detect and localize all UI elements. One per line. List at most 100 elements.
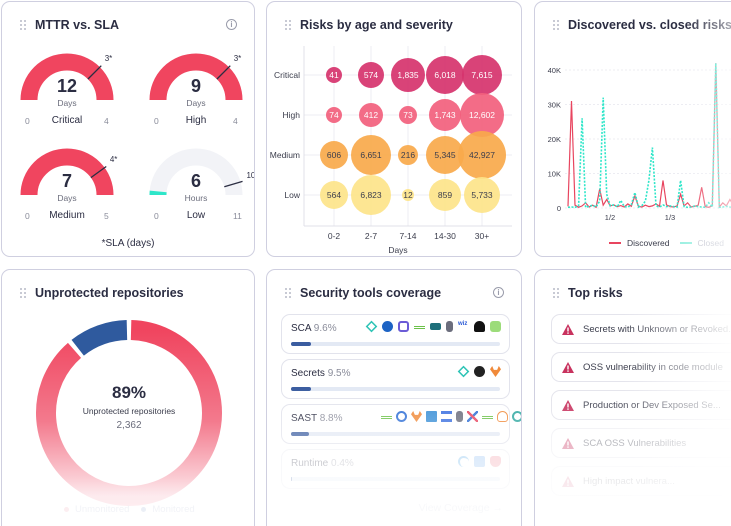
- duck-icon[interactable]: [474, 321, 485, 332]
- tool-row-runtime[interactable]: Runtime 0.4%: [281, 449, 510, 489]
- top-risk-label: Production or Dev Exposed Se...: [583, 399, 721, 411]
- gremlin-icon[interactable]: [446, 321, 453, 332]
- bubble-medium-7-14: [398, 145, 418, 165]
- square-logo-icon[interactable]: [426, 411, 437, 422]
- link-chain-icon[interactable]: [482, 415, 493, 421]
- top-risk-label: SCA OSS Vulnerabilities: [583, 437, 687, 449]
- sla-value: 4*: [109, 155, 118, 165]
- donut-chart: [36, 320, 222, 506]
- warning-triangle-icon: [562, 475, 574, 487]
- coverage-progress-bar: [291, 342, 500, 346]
- bubble-value-label: 216: [401, 150, 415, 160]
- oi-logo-icon[interactable]: [512, 411, 521, 422]
- x-tick-label: 1/3: [665, 213, 675, 222]
- risks-by-age-card: Risks by age and severity Critical High Me…: [266, 1, 522, 257]
- drag-handle-icon[interactable]: [553, 287, 560, 299]
- drag-handle-icon[interactable]: [553, 19, 560, 31]
- drag-handle-icon[interactable]: [20, 19, 27, 31]
- bubble-value-label: 412: [364, 110, 378, 120]
- bubble-medium-0-2: [320, 141, 348, 169]
- bubble-value-label: 574: [364, 70, 378, 80]
- card-title: Unprotected repositories: [20, 286, 184, 300]
- top-risk-item[interactable]: Production or Dev Exposed Se...: [551, 390, 731, 420]
- card-title: MTTR vs. SLA: [20, 18, 119, 32]
- bubble-critical-0-2: [326, 67, 342, 83]
- diamond-logo-icon[interactable]: [365, 320, 378, 333]
- info-icon[interactable]: i: [226, 19, 237, 30]
- mttr-vs-sla-card: MTTR vs. SLA i 12 Days 0 4 Critical 3* 9 Days 0 4…: [1, 1, 255, 257]
- y-tick-label: 40K: [548, 66, 561, 75]
- bubble-medium-30+: [458, 131, 506, 179]
- top-risk-item[interactable]: OSS vulnerability in code module: [551, 352, 731, 382]
- wiz-logo-icon[interactable]: wiz: [458, 321, 468, 327]
- top-risk-item[interactable]: High impact vulnera...: [551, 466, 731, 496]
- gauge-unit: Days: [186, 98, 206, 108]
- gitlab-icon[interactable]: [490, 366, 501, 377]
- qodana-icon[interactable]: [396, 411, 407, 422]
- coverage-progress-bar: [291, 477, 500, 481]
- tool-icons: wiz: [365, 320, 501, 333]
- docker-logo-icon[interactable]: [382, 321, 393, 332]
- donut-segment-monitored[interactable]: [71, 320, 128, 356]
- legend-unmonitored-label[interactable]: Unmonitored: [75, 504, 130, 515]
- y-tick-label: Low: [284, 190, 300, 200]
- warning-triangle-icon: [562, 437, 574, 449]
- crescent-icon[interactable]: [458, 456, 469, 467]
- x-tick-label: 0-2: [328, 231, 341, 241]
- top-risk-item[interactable]: SCA OSS Vulnerabilities: [551, 428, 731, 458]
- hexagon-logo-icon[interactable]: [398, 321, 409, 332]
- tool-row-sca[interactable]: SCA 9.6% wiz: [281, 314, 510, 354]
- y-tick-label: 10K: [548, 170, 561, 179]
- gauge-fill: [20, 148, 114, 196]
- bubble-value-label: 564: [327, 190, 341, 200]
- top-risk-item[interactable]: Secrets with Unknown or Revoked...: [551, 314, 731, 344]
- bubble-critical-30+: [462, 55, 502, 95]
- y-tick-label: Medium: [270, 150, 300, 160]
- drag-handle-icon[interactable]: [285, 287, 292, 299]
- unprotected-title: Unprotected repositories: [35, 286, 184, 300]
- sla-footnote: *SLA (days): [101, 238, 155, 249]
- bolt-box-icon[interactable]: [474, 456, 485, 467]
- github-icon[interactable]: [474, 366, 485, 377]
- link-chain-icon[interactable]: [414, 325, 425, 331]
- drag-handle-icon[interactable]: [285, 19, 292, 31]
- gauge-max: 5: [104, 211, 109, 221]
- cross-logo-icon[interactable]: [467, 411, 478, 422]
- warning-triangle-icon: [562, 323, 574, 335]
- warning-triangle-icon: [562, 361, 574, 373]
- link-chain-icon[interactable]: [381, 415, 392, 421]
- drag-handle-icon[interactable]: [20, 287, 27, 299]
- legend-closed-label[interactable]: Closed: [697, 238, 724, 248]
- diamond-logo-icon[interactable]: [457, 365, 470, 378]
- tool-row-sast[interactable]: SAST 8.8%: [281, 404, 521, 444]
- gauge-value: 6: [190, 171, 201, 191]
- bubble-high-30+: [460, 93, 504, 137]
- stacked-bars-icon[interactable]: [441, 411, 452, 422]
- risks-age-title: Risks by age and severity: [300, 18, 453, 32]
- tool-category-label: SCA 9.6%: [291, 323, 337, 334]
- bubble-high-7-14: [399, 106, 417, 124]
- shield-badge-icon[interactable]: [490, 456, 501, 467]
- cloud-blocks-icon[interactable]: [430, 323, 441, 330]
- gitlab-icon[interactable]: [411, 411, 422, 422]
- gremlin-icon[interactable]: [456, 411, 463, 422]
- tool-coverage-percent: 9.5%: [327, 368, 351, 379]
- frog-icon[interactable]: [490, 321, 501, 332]
- info-icon[interactable]: i: [493, 287, 504, 298]
- gauge-min: 0: [154, 116, 159, 126]
- tool-coverage-percent: 0.4%: [331, 458, 354, 469]
- sla-value: 10*: [246, 170, 255, 180]
- legend-discovered-label[interactable]: Discovered: [627, 238, 670, 248]
- legend-monitored-label[interactable]: Monitored: [152, 504, 195, 515]
- bubble-value-label: 859: [438, 190, 452, 200]
- tool-coverage-percent: 9.6%: [313, 323, 337, 334]
- cloud-outline-icon[interactable]: [497, 411, 508, 422]
- view-coverage-link[interactable]: View Coverage →: [419, 502, 503, 514]
- bubble-value-label: 1,743: [434, 110, 456, 120]
- coverage-progress-fill: [291, 432, 310, 436]
- series-closed: [567, 63, 731, 210]
- gauge-arc: [20, 53, 114, 101]
- bubble-value-label: 42,927: [469, 150, 495, 160]
- bubble-value-label: 73: [403, 110, 413, 120]
- tool-row-secrets[interactable]: Secrets 9.5%: [281, 359, 510, 399]
